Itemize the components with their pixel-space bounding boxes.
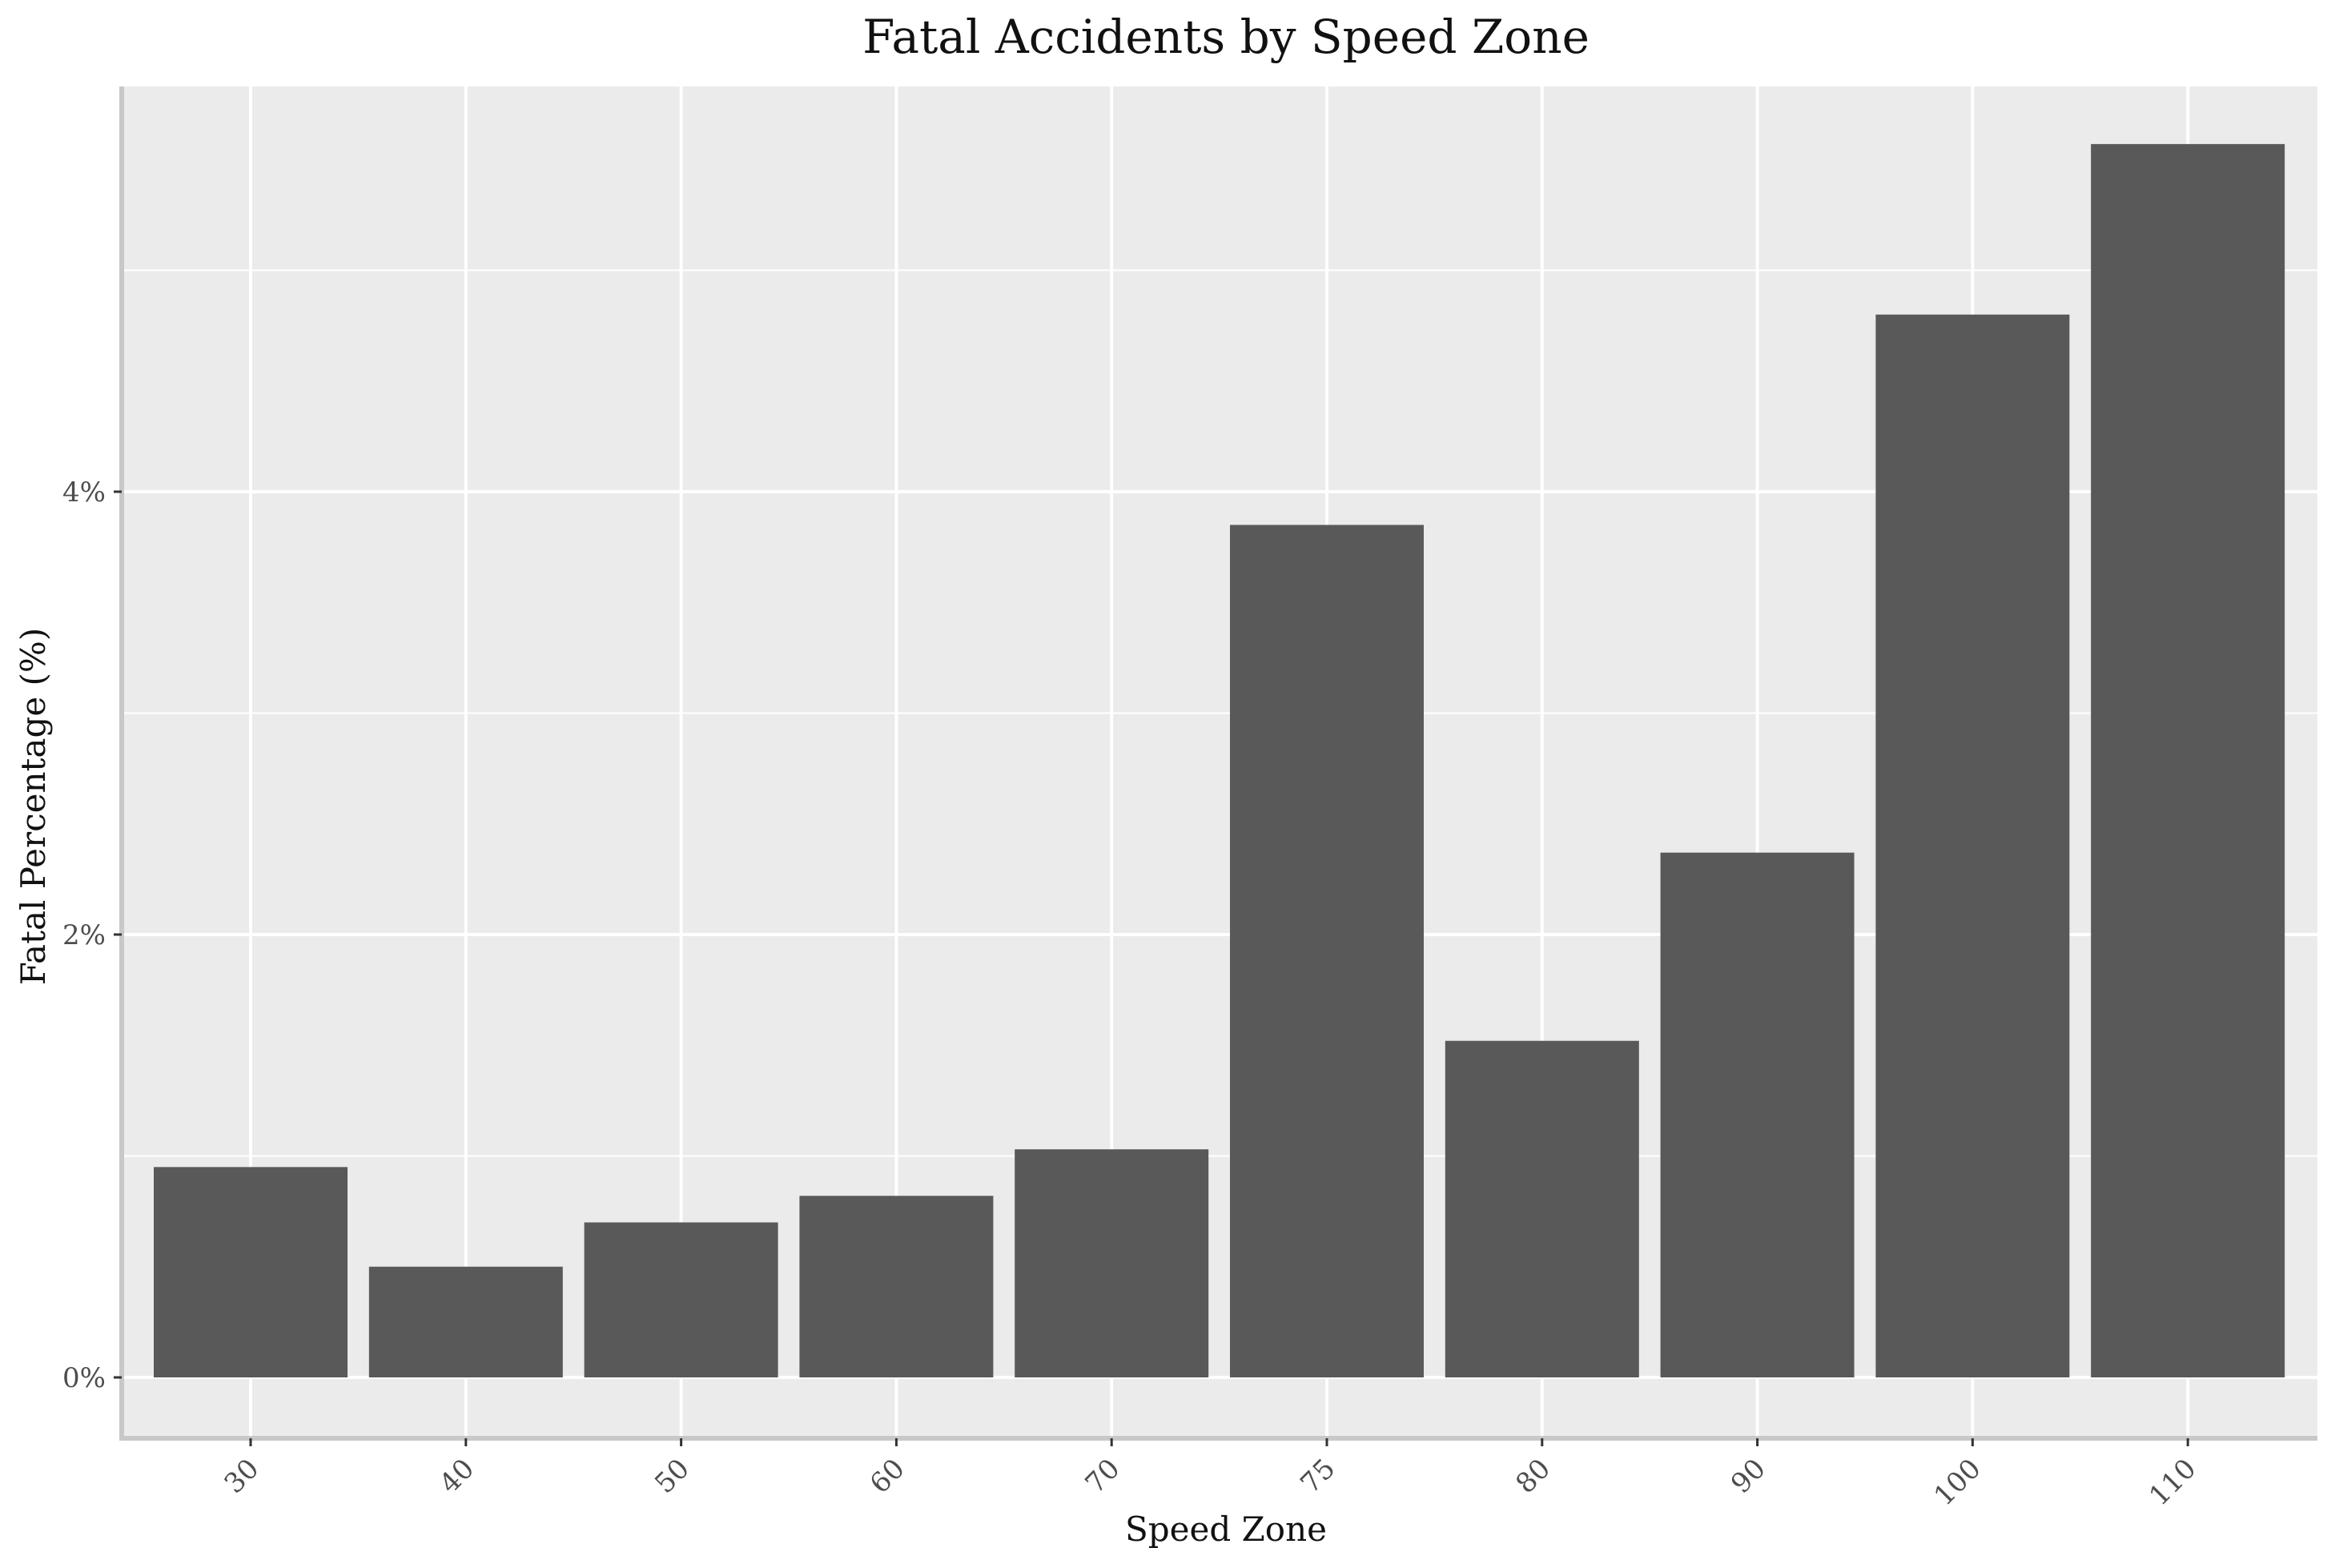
bar-100 <box>1875 314 2070 1377</box>
y-axis-title: Fatal Percentage (%) <box>14 628 53 985</box>
x-tick-label: 60 <box>864 1453 911 1500</box>
x-axis-title: Speed Zone <box>1125 1510 1327 1549</box>
bar-75 <box>1230 525 1424 1377</box>
y-tick-label: 4% <box>62 476 106 509</box>
x-tick-label: 70 <box>1079 1453 1127 1500</box>
x-tick-label: 30 <box>218 1453 265 1500</box>
x-axis-ticks: 30 40 50 60 70 75 80 90 100 110 <box>218 1438 2203 1512</box>
y-tick-label: 0% <box>62 1362 106 1394</box>
y-tick-label: 2% <box>62 919 106 951</box>
y-axis-ticks: 0% 2% 4% <box>62 476 122 1394</box>
x-tick-label: 100 <box>1928 1453 1987 1512</box>
x-tick-label: 75 <box>1294 1453 1341 1500</box>
bar-30 <box>154 1167 348 1377</box>
bar-80 <box>1445 1040 1639 1377</box>
bar-90 <box>1660 852 1855 1377</box>
x-tick-label: 90 <box>1725 1453 1772 1500</box>
chart-title: Fatal Accidents by Speed Zone <box>862 10 1590 64</box>
bar-40 <box>368 1266 563 1377</box>
x-tick-label: 40 <box>433 1453 480 1500</box>
x-tick-label: 50 <box>649 1453 696 1500</box>
x-tick-label: 110 <box>2143 1453 2202 1512</box>
x-tick-label: 80 <box>1509 1453 1557 1500</box>
bar-50 <box>584 1222 778 1377</box>
bar-110 <box>2091 143 2285 1377</box>
bars <box>154 143 2285 1377</box>
bar-70 <box>1015 1149 1209 1377</box>
bar-60 <box>799 1196 994 1377</box>
